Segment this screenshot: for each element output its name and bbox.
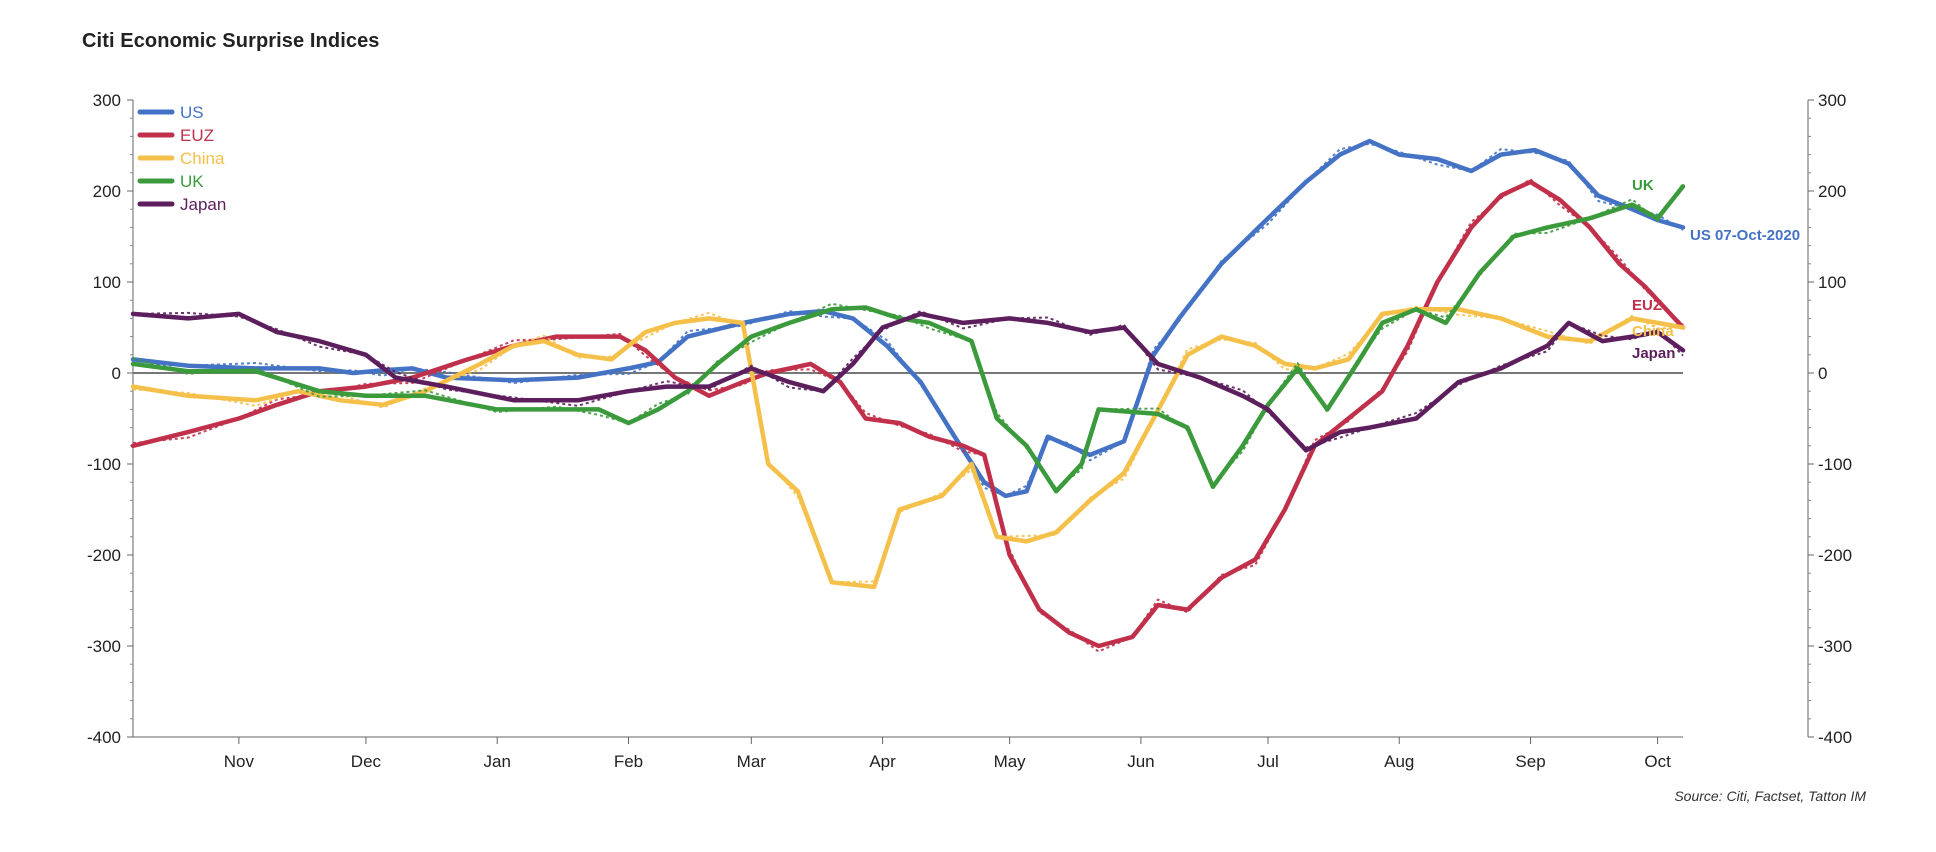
y-tick-label-left: -300 [87, 637, 121, 656]
y-tick-label-left: 100 [93, 273, 121, 292]
end-labels: US 07-Oct-2020 EUZ China UK Japan [1632, 177, 1800, 362]
y-tick-label-left: 300 [93, 91, 121, 110]
x-tick-label: Jan [483, 752, 510, 771]
series-line-euz [130, 179, 1686, 649]
y-tick-label-right: -400 [1818, 728, 1852, 747]
end-label-euz: EUZ [1632, 297, 1662, 314]
series-lines [130, 138, 1686, 653]
series-line-uk [130, 184, 1686, 494]
x-tick-label: Nov [224, 752, 255, 771]
legend-label-china: China [180, 149, 225, 168]
x-tick-label: Apr [869, 752, 896, 771]
x-tick-label: Aug [1384, 752, 1414, 771]
chart-source: Source: Citi, Factset, Tatton IM [1674, 788, 1866, 804]
x-tick-label: May [994, 752, 1027, 771]
y-tick-label-right: 300 [1818, 91, 1846, 110]
x-tick-label: Dec [351, 752, 382, 771]
legend-label-euz: EUZ [180, 126, 214, 145]
y-tick-label-left: -100 [87, 455, 121, 474]
legend-label-japan: Japan [180, 195, 226, 214]
legend-label-uk: UK [180, 172, 204, 191]
end-label-china: China [1632, 323, 1674, 340]
y-tick-label-right: 0 [1818, 364, 1827, 383]
y-tick-label-left: 0 [112, 364, 121, 383]
y-tick-label-left: -400 [87, 728, 121, 747]
x-tick-label: Jul [1257, 752, 1279, 771]
y-tick-label-right: -200 [1818, 546, 1852, 565]
x-tick-label: Jun [1127, 752, 1154, 771]
end-label-uk: UK [1632, 177, 1654, 194]
x-tick-label: Oct [1644, 752, 1671, 771]
series-dotted-euz [132, 178, 1684, 653]
end-label-japan: Japan [1632, 345, 1675, 362]
x-tick-label: Feb [614, 752, 643, 771]
y-tick-label-right: 100 [1818, 273, 1846, 292]
legend: US EUZ China UK Japan [137, 103, 226, 214]
series-dotted-china [132, 305, 1684, 584]
chart-title: Citi Economic Surprise Indices [82, 30, 380, 52]
y-tick-label-left: -200 [87, 546, 121, 565]
axes: 300 300 200 200 100 100 0 0 -100 -100 -200 -200 -300… [87, 91, 1852, 771]
y-tick-label-right: 200 [1818, 182, 1846, 201]
y-tick-label-right: -100 [1818, 455, 1852, 474]
x-tick-label: Sep [1515, 752, 1545, 771]
legend-label-us: US [180, 103, 204, 122]
series-dotted-uk [132, 183, 1684, 490]
x-tick-label: Mar [737, 752, 767, 771]
end-label-us: US 07-Oct-2020 [1690, 227, 1800, 244]
series-line-china [130, 307, 1686, 590]
series-line-japan [130, 311, 1686, 453]
y-tick-label-left: 200 [93, 182, 121, 201]
y-tick-label-right: -300 [1818, 637, 1852, 656]
